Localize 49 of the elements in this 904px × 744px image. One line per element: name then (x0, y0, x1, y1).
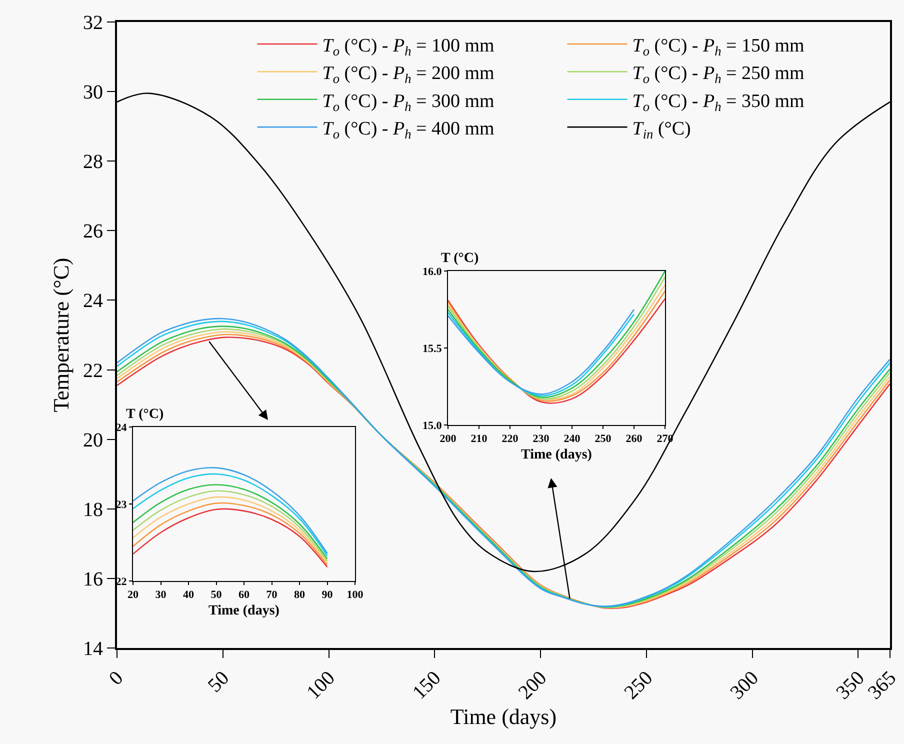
y-tick-label: 15.5 (422, 342, 442, 355)
y-tick-label: 18 (83, 498, 103, 521)
x-tick-label: 90 (322, 589, 334, 602)
y-tick-label: 26 (83, 220, 103, 243)
y-tick-label: 15.0 (422, 420, 442, 432)
x-tick-label: 230 (532, 433, 550, 446)
x-tick-label: 250 (594, 433, 612, 446)
x-tick-label: 260 (626, 433, 643, 446)
x-tick-label: 0 (104, 667, 128, 690)
x-tick-label: 100 (302, 667, 340, 704)
legend-label: T$_{o}$ (°C) - P$_{h}$ = 150 mm (632, 35, 805, 58)
legend-label: T$_{o}$ (°C) - P$_{h}$ = 400 mm (322, 118, 495, 142)
x-tick-label: 240 (564, 433, 581, 446)
legend-label: T$_{o}$ (°C) - P$_{h}$ = 300 mm (322, 90, 495, 114)
x-axis-title: Time (days) (208, 604, 280, 618)
x-tick-label: 210 (470, 433, 488, 446)
x-tick-label: 50 (210, 589, 222, 602)
y-tick-label: 24 (83, 290, 103, 312)
x-tick-label: 250 (620, 667, 658, 704)
x-tick-label: 80 (294, 589, 306, 602)
y-axis-title: T (°C) (126, 407, 164, 422)
y-tick-label: 22 (83, 360, 103, 382)
x-tick-label: 200 (514, 667, 552, 704)
legend-label: T$_{o}$ (°C) - P$_{h}$ = 100 mm (322, 35, 495, 58)
x-tick-label: 70 (266, 589, 278, 602)
x-tick-label: 200 (440, 433, 457, 446)
y-tick-label: 30 (83, 82, 103, 104)
x-tick-label: 220 (502, 433, 519, 446)
legend-label: T$_{o}$ (°C) - P$_{h}$ = 350 mm (632, 90, 805, 114)
y-axis-title: T (°C) (441, 251, 479, 266)
x-tick-label: 60 (238, 589, 250, 602)
x-tick-label: 20 (128, 589, 139, 602)
y-tick-label: 16.0 (422, 266, 442, 278)
x-tick-label: 30 (155, 589, 167, 602)
legend-label: T$_{in}$ (°C) (632, 118, 691, 142)
x-tick-label: 50 (204, 667, 234, 697)
x-axis-title: Time (days) (521, 448, 592, 462)
y-axis-title: Temperature (°C) (48, 258, 74, 412)
x-tick-label: 300 (726, 667, 763, 704)
x-axis-title: Time (days) (450, 704, 557, 729)
x-tick-label: 40 (183, 589, 194, 602)
y-tick-label: 32 (83, 12, 103, 34)
y-tick-label: 28 (83, 151, 103, 174)
y-tick-label: 14 (83, 638, 103, 660)
x-tick-label: 150 (408, 667, 446, 704)
x-tick-label: 100 (346, 589, 364, 602)
legend-label: T$_{o}$ (°C) - P$_{h}$ = 200 mm (322, 63, 495, 86)
legend-label: T$_{o}$ (°C) - P$_{h}$ = 250 mm (632, 63, 805, 86)
y-tick-label: 16 (83, 568, 103, 590)
